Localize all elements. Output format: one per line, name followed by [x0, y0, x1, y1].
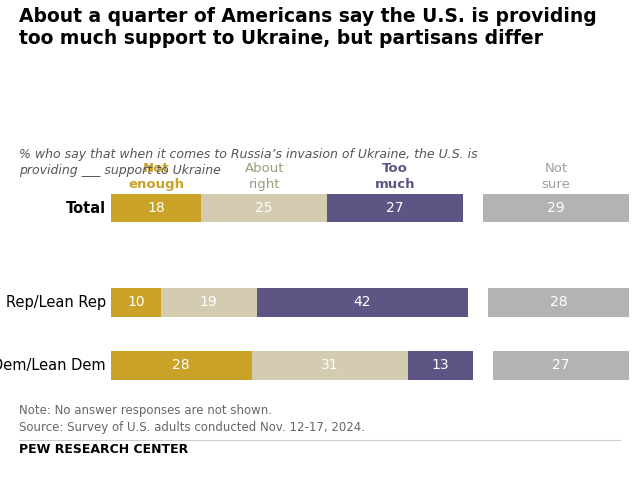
Bar — [111, 194, 201, 222]
Text: 28: 28 — [173, 359, 190, 372]
Bar — [327, 194, 463, 222]
Bar — [201, 194, 327, 222]
Text: PEW RESEARCH CENTER: PEW RESEARCH CENTER — [19, 443, 189, 456]
Bar — [111, 288, 161, 317]
Text: About a quarter of Americans say the U.S. is providing
too much support to Ukrai: About a quarter of Americans say the U.S… — [19, 7, 597, 47]
Bar — [493, 351, 629, 379]
Text: 31: 31 — [321, 359, 339, 372]
Text: 42: 42 — [353, 296, 371, 309]
Text: 19: 19 — [200, 296, 218, 309]
Text: 27: 27 — [552, 359, 570, 372]
Text: Not
enough: Not enough — [128, 162, 184, 191]
Bar — [111, 351, 252, 379]
Text: Note: No answer responses are not shown.
Source: Survey of U.S. adults conducted: Note: No answer responses are not shown.… — [19, 404, 365, 434]
Text: 13: 13 — [431, 359, 449, 372]
Text: 29: 29 — [547, 201, 565, 215]
Text: 25: 25 — [256, 201, 273, 215]
Bar — [483, 194, 629, 222]
Text: Too
much: Too much — [374, 162, 415, 191]
Text: 10: 10 — [127, 296, 144, 309]
Bar — [161, 288, 257, 317]
Bar — [257, 288, 468, 317]
Text: Rep/Lean Rep: Rep/Lean Rep — [6, 295, 105, 310]
Bar — [408, 351, 473, 379]
Bar — [252, 351, 408, 379]
Text: 18: 18 — [147, 201, 165, 215]
Text: About
right: About right — [244, 162, 284, 191]
Text: 28: 28 — [550, 296, 567, 309]
Text: % who say that when it comes to Russia’s invasion of Ukraine, the U.S. is
provid: % who say that when it comes to Russia’s… — [19, 148, 478, 177]
Bar — [488, 288, 629, 317]
Text: Not
sure: Not sure — [541, 162, 571, 191]
Text: Total: Total — [66, 201, 105, 215]
Text: Dem/Lean Dem: Dem/Lean Dem — [0, 358, 105, 373]
Text: 27: 27 — [386, 201, 404, 215]
